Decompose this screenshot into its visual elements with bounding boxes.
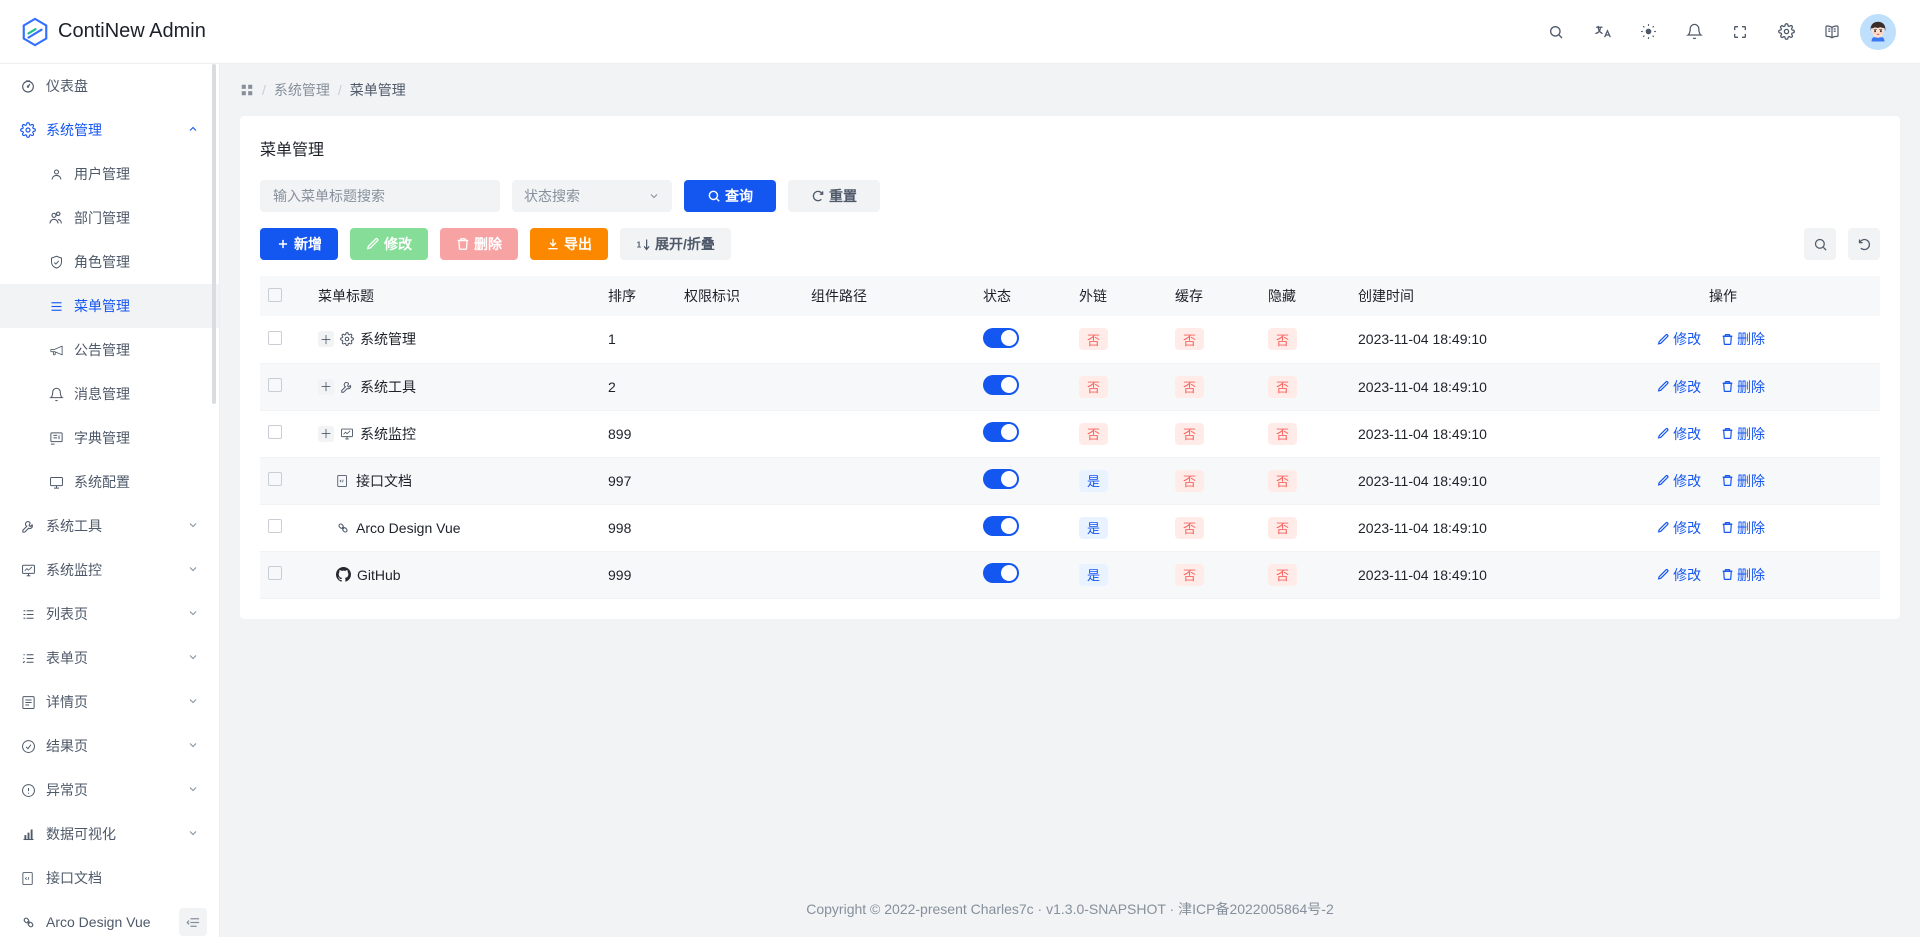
svg-text:1: 1: [637, 240, 642, 249]
